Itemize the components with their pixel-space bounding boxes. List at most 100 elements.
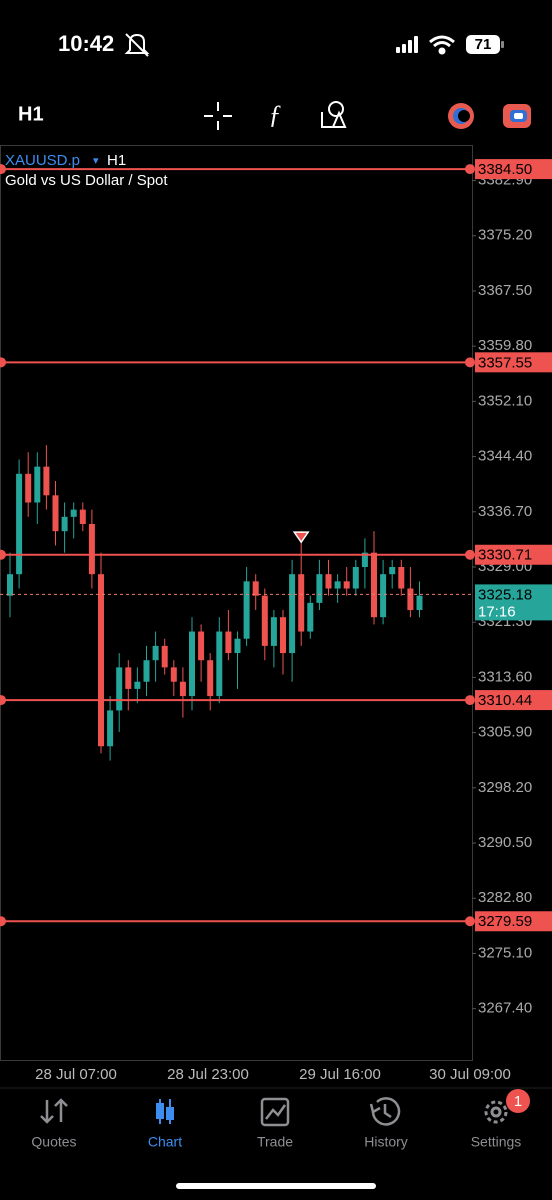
candle-body — [52, 495, 59, 532]
timeframe-button[interactable]: H1 — [18, 103, 44, 125]
candle-body — [270, 617, 277, 646]
wifi-icon — [429, 35, 455, 55]
level-tag — [475, 544, 552, 565]
symbol[interactable]: XAUUSD.p — [5, 152, 80, 169]
candle-body — [234, 638, 241, 654]
candle-body — [316, 574, 323, 603]
candle-body — [380, 574, 387, 618]
level-label: 3330.71 — [478, 547, 532, 564]
candle-body — [179, 681, 186, 697]
chart-title: Gold vs US Dollar / Spot — [5, 172, 168, 189]
level-handle — [0, 549, 6, 560]
level-label: 3357.55 — [478, 354, 532, 371]
level-tag — [475, 352, 552, 373]
nav-trade[interactable]: Trade — [257, 1134, 293, 1150]
countdown: 17:16 — [478, 603, 516, 620]
level-handle — [0, 164, 6, 175]
candle-body — [34, 466, 41, 503]
y-tick-label: 3375.20 — [478, 227, 532, 244]
clock: 10:42 — [58, 31, 114, 56]
candle-body — [43, 466, 50, 496]
x-tick-label: 28 Jul 23:00 — [167, 1066, 249, 1083]
settings-icon — [484, 1100, 508, 1124]
sell-marker — [292, 531, 310, 544]
level-handle — [0, 357, 6, 368]
candle-body — [61, 516, 68, 532]
candle-body — [16, 473, 23, 575]
battery-tip — [501, 41, 504, 48]
candle-body — [216, 631, 223, 697]
level-handle — [465, 357, 475, 368]
candle-body — [79, 509, 86, 524]
y-tick-label: 3267.40 — [478, 1000, 532, 1017]
candle-body — [243, 581, 250, 639]
trade-button[interactable] — [503, 104, 531, 128]
candle-body — [7, 574, 13, 596]
level-label: 3384.50 — [478, 161, 532, 178]
chart-frame — [0, 145, 473, 1061]
candle-body — [307, 602, 314, 632]
y-tick-label: 3367.50 — [478, 282, 532, 299]
candle-body — [389, 567, 396, 575]
level-tag — [475, 159, 552, 180]
candle-body — [334, 581, 341, 589]
quotes-icon — [40, 1098, 68, 1124]
candle-body — [325, 574, 332, 589]
candle-body — [170, 667, 177, 682]
x-tick-label: 29 Jul 16:00 — [299, 1066, 381, 1083]
candle-body — [407, 588, 414, 611]
nav-quotes[interactable]: Quotes — [31, 1134, 76, 1150]
candle-body — [289, 574, 296, 654]
y-tick-label: 3313.60 — [478, 668, 532, 685]
y-tick-label: 3298.20 — [478, 779, 532, 796]
x-tick-label: 28 Jul 07:00 — [35, 1066, 117, 1083]
level-tag — [475, 690, 552, 711]
candle-body — [343, 581, 350, 589]
candle-body — [143, 660, 150, 682]
candle-body — [361, 552, 368, 568]
candle-body — [207, 660, 214, 697]
price-tag — [475, 584, 552, 621]
price-label: 3325.18 — [478, 586, 532, 603]
nav-chart[interactable]: Chart — [148, 1134, 182, 1150]
level-handle — [0, 916, 6, 927]
candle-body — [125, 667, 132, 689]
candle-body — [25, 473, 32, 503]
level-handle — [465, 695, 475, 706]
candle-body — [116, 667, 123, 711]
y-tick-label: 3290.50 — [478, 834, 532, 851]
candle-body — [416, 595, 423, 611]
symbol-menu[interactable]: ▾ — [93, 155, 99, 167]
theme-button[interactable] — [448, 103, 474, 129]
nav-history[interactable]: History — [364, 1134, 408, 1150]
crosshair-button[interactable] — [204, 102, 232, 130]
candle-body — [88, 523, 95, 575]
objects-button[interactable] — [321, 101, 347, 128]
level-handle — [465, 164, 475, 175]
chart: 3382.903375.203367.503359.803352.103344.… — [0, 159, 552, 1017]
candle-body — [280, 617, 286, 654]
y-tick-label: 3352.10 — [478, 392, 532, 409]
candle-body — [161, 645, 168, 668]
level-handle — [0, 695, 6, 706]
chart-icon — [156, 1099, 174, 1124]
candle-body — [398, 567, 405, 589]
candle-body — [198, 631, 205, 661]
mute-icon — [124, 33, 150, 57]
nav-settings[interactable]: Settings — [471, 1134, 522, 1150]
x-tick-label: 30 Jul 09:00 — [429, 1066, 511, 1083]
level-tag — [475, 911, 552, 932]
candle-body — [70, 509, 77, 517]
level-handle — [465, 916, 475, 927]
level-label: 3310.44 — [478, 692, 532, 709]
y-tick-label: 3305.90 — [478, 724, 532, 741]
candle-body — [352, 567, 359, 589]
y-tick-label: 3282.80 — [478, 889, 532, 906]
candle-body — [134, 681, 141, 689]
signal-icon — [396, 36, 418, 53]
candle-body — [298, 574, 305, 632]
candle-body — [225, 631, 232, 654]
indicators-button[interactable]: ƒ — [269, 100, 282, 129]
